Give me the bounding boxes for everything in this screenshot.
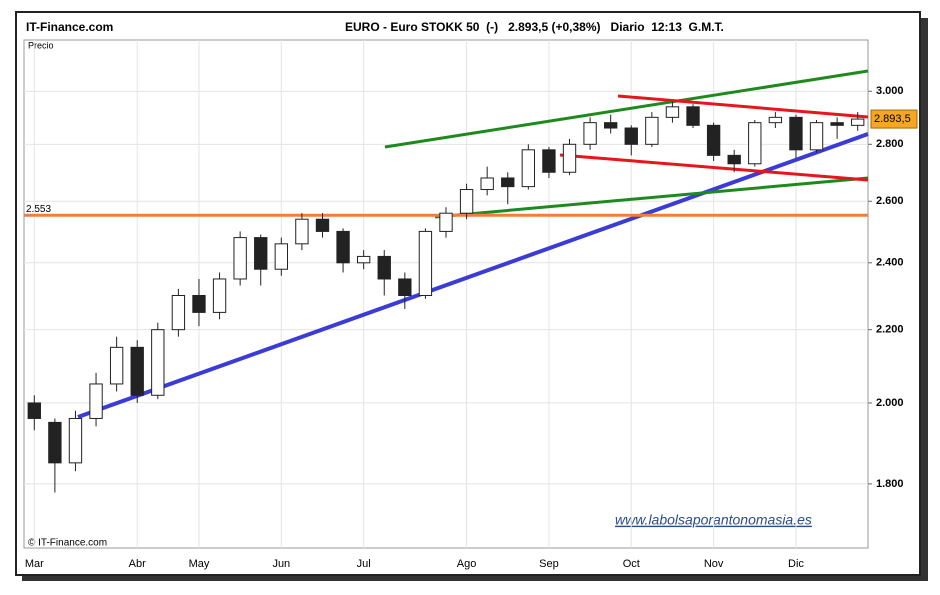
candle-body <box>212 278 227 313</box>
candle-body <box>398 278 412 297</box>
trend-lines <box>77 69 869 419</box>
candle-body <box>583 122 597 145</box>
candle-body <box>604 122 618 129</box>
candle-body <box>706 124 721 156</box>
y-axis-label: Precio <box>28 40 54 50</box>
x-tick-label: Nov <box>704 558 724 570</box>
copyright: © IT-Finance.com <box>28 538 107 549</box>
candle-body <box>439 212 453 232</box>
reference-label: 2.553 <box>26 204 51 215</box>
candle-body <box>748 122 762 165</box>
site-name: IT-Finance.com <box>26 20 113 34</box>
x-tick-label: Sep <box>539 558 559 570</box>
trend-line <box>617 94 869 119</box>
y-tick-label: 3.000 <box>876 85 904 97</box>
candle-body <box>789 116 803 151</box>
y-tick-label: 2.600 <box>876 195 904 207</box>
y-tick-label: 2.000 <box>876 397 904 409</box>
x-tick-label: Abr <box>129 558 146 570</box>
y-tick-label: 2.200 <box>876 324 904 336</box>
candle-body <box>68 417 83 464</box>
candle-body <box>665 106 680 118</box>
x-tick-label: Oct <box>623 558 640 570</box>
candle-body <box>459 189 474 214</box>
candle-body <box>521 149 536 188</box>
y-tick-label: 2.800 <box>876 138 904 150</box>
candle-body <box>233 237 247 280</box>
candle-body <box>336 230 350 264</box>
candle-body <box>501 177 515 188</box>
candle-body <box>89 383 103 419</box>
candle-body <box>109 346 124 385</box>
candle-body <box>542 149 556 173</box>
candle-body <box>130 346 144 396</box>
x-tick-label: Ago <box>457 558 477 570</box>
plot-area <box>23 39 869 549</box>
candle-body <box>192 295 206 313</box>
candle-body <box>274 243 288 270</box>
candle-body <box>562 143 577 173</box>
candle-body <box>480 177 494 191</box>
candle-body <box>645 116 659 145</box>
candle-body <box>315 218 330 232</box>
trend-line <box>559 153 869 182</box>
trend-line <box>434 176 869 219</box>
x-tick-label: Jun <box>272 558 290 570</box>
candle-body <box>356 255 371 264</box>
candle-body <box>624 127 638 145</box>
candle-body <box>151 329 165 396</box>
candle-body <box>686 106 700 126</box>
trend-line <box>384 69 869 149</box>
x-tick-label: Jul <box>357 558 371 570</box>
x-tick-label: May <box>189 558 210 570</box>
candle-body <box>727 154 741 165</box>
candle-body <box>830 122 844 126</box>
x-tick-label: Mar <box>25 558 44 570</box>
candle-body <box>768 116 783 124</box>
candle-body <box>48 421 62 464</box>
last-price-label: 2.893,5 <box>874 113 911 125</box>
candle-body <box>171 295 186 331</box>
candle-body <box>809 122 824 151</box>
y-tick-label: 1.800 <box>876 478 904 490</box>
trend-line <box>77 132 869 419</box>
x-tick-label: Dic <box>788 558 804 570</box>
candle-body <box>418 230 433 297</box>
candle-body <box>254 237 268 270</box>
last-price-box <box>870 109 918 129</box>
candle-body <box>377 255 391 280</box>
candle-body <box>295 218 309 245</box>
candle-body <box>851 118 865 126</box>
candle-body <box>27 402 41 419</box>
y-tick-label: 2.400 <box>876 257 904 269</box>
chart-title: EURO - Euro STOKK 50 (-) 2.893,5 (+0,38%… <box>345 20 724 34</box>
